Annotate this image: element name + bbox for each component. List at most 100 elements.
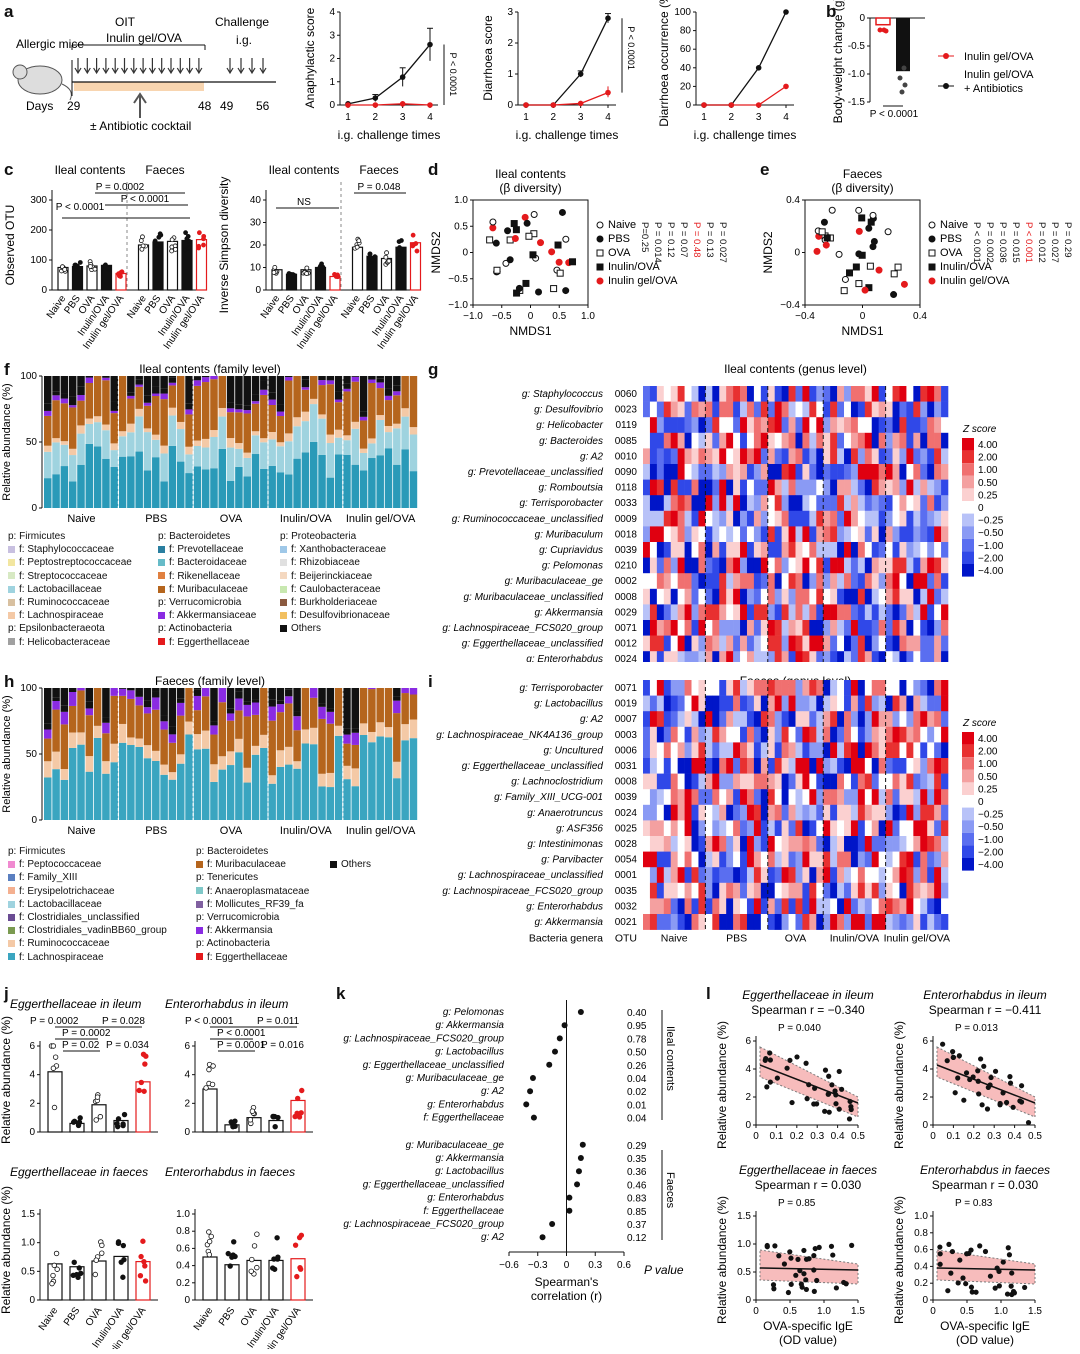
stack-segment [176,715,185,755]
heatmap-cell [837,479,845,496]
heatmap-cell [795,898,803,915]
heatmap-cell [809,401,817,418]
heatmap-cell [656,695,665,712]
heatmap-cell [760,588,769,605]
heatmap-cell [705,789,713,806]
heatmap-cell [726,588,734,605]
scatter-point [784,1065,790,1071]
heatmap-cell [788,882,796,899]
heatmap-cell [774,789,782,806]
stack-segment [52,442,60,475]
heatmap-cell [816,651,824,668]
stack-segment [168,779,177,820]
heatmap-cell [698,588,706,605]
heatmap-cell [774,726,782,743]
row-label: g: Eggerthellaceae_unclassified [363,1179,505,1190]
stack-segment [218,416,227,449]
heatmap-cell [892,417,900,434]
heatmap-cell [712,386,720,402]
stack-segment [343,743,351,766]
heatmap-cell [823,635,831,652]
heatmap-cell [920,495,928,512]
heatmap-cell [733,557,741,574]
ig-label: i.g. [236,33,252,47]
stack-segment [243,457,251,477]
heatmap-cell [920,804,928,821]
heatmap-cell [781,588,789,605]
stack-segment [118,688,127,696]
heatmap-cell [830,542,838,558]
p-value: 0.29 [627,1141,647,1152]
heatmap-cell [871,448,879,465]
heatmap-cell [788,914,796,930]
row-label: g: Muribaculaceae_ge [406,1073,505,1084]
heatmap-cell [864,386,873,402]
stack-segment [309,404,318,442]
otu-label: 0118 [615,483,637,494]
heatmap-cell [927,464,935,480]
heatmap-cell [753,695,762,712]
otu-label: 0031 [615,761,638,772]
heatmap-cell [857,386,866,402]
legend-swatch [8,927,15,935]
heatmap-cell [927,758,935,774]
stack-segment [52,700,60,710]
stack-segment [285,380,293,434]
stack-segment [368,731,376,743]
scatter-point [975,1078,981,1084]
heatmap-cell [656,510,665,527]
legend-col-2: p: Bacteroidetes f: Prevotellaceae f: Bact… [158,530,256,649]
data-point [493,266,501,274]
heatmap-cell [885,510,893,527]
heatmap-cell [892,742,900,759]
heatmap-cell [698,695,706,712]
dot [227,1263,233,1269]
heatmap-cell [705,898,713,915]
heatmap-cell [760,898,769,915]
heatmap-cell [726,851,734,868]
stack-segment [401,408,409,417]
stack-segment [318,380,326,386]
row-label: g: Anaerotruncus [527,808,603,819]
heatmap-cell [871,588,879,605]
group-label: Inulin/OVA [280,513,332,525]
panel-a-chart-3: 0 20 40 60 80 100 1 2 3 4 i.g. challenge times Diar… [656,0,826,155]
correlation-dot [579,1141,586,1148]
legend-item: f: Ruminococcaceae [8,596,132,609]
heatmap-cell [878,898,886,915]
stack-segment [409,376,418,428]
heatmap-cell [809,851,817,868]
heatmap-cell [753,820,762,837]
data-point [523,219,531,227]
y-tick-label: 6 [184,1041,190,1052]
heatmap-cell [788,573,796,590]
stack-segment [60,711,69,725]
heatmap-cell [733,882,741,899]
heatmap-cell [892,882,900,899]
heatmap-cell [795,742,803,759]
stack-segment [293,417,301,427]
stack-segment [393,423,401,429]
stack-segment [85,688,94,702]
x-axis-label: correlation (r) [531,1289,602,1303]
heatmap-cell [934,711,942,728]
heatmap-cell [837,635,845,652]
x-tick-label: −0.5 [492,311,512,322]
heatmap-cell [934,432,942,449]
group-label: Naive [661,933,688,945]
stack-segment [85,377,94,383]
data-point [562,235,570,243]
heatmap-cell [740,573,748,590]
heatmap-cell [753,573,762,590]
heatmap-cell [733,804,741,821]
data-point [513,289,521,297]
stack-segment [251,376,260,395]
scatter-point [797,1268,803,1274]
data-point [890,270,898,278]
stack-segment [143,758,152,820]
stack-segment [152,691,160,698]
stack-segment [226,765,235,820]
scatter-point [804,1096,810,1102]
heatmap-cell [885,820,893,837]
legend-swatch [280,572,287,580]
